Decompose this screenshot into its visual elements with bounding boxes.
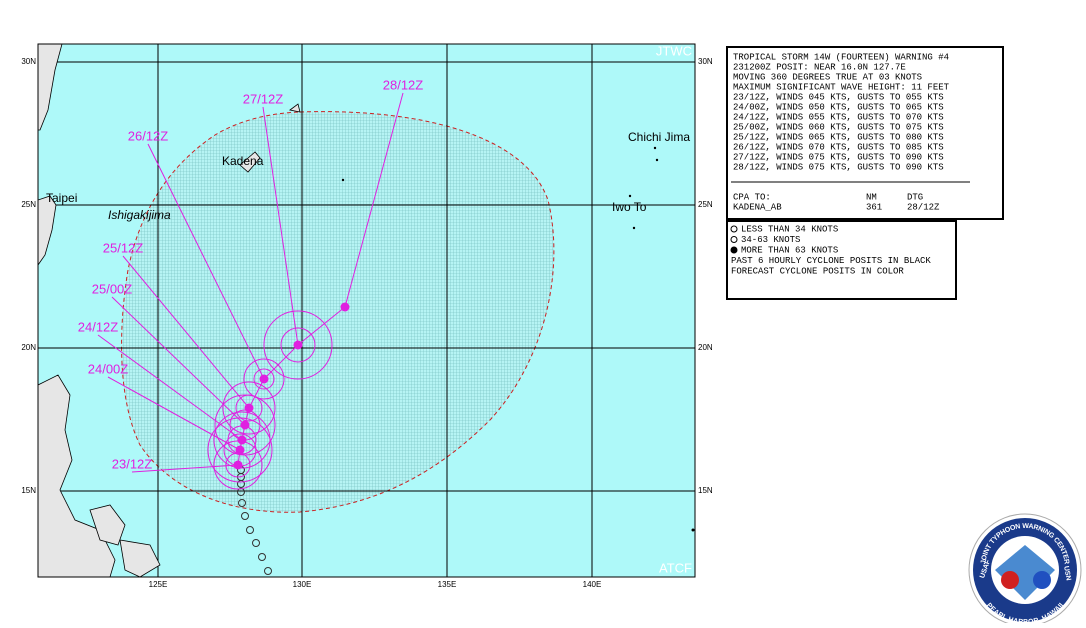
forecast-label: 28/12Z (383, 77, 424, 92)
warning-line: 24/12Z, WINDS 055 KTS, GUSTS TO 070 KTS (733, 112, 944, 122)
wind-radius (263, 310, 333, 380)
lon-label: 135E (438, 580, 457, 589)
leader (262, 106, 299, 346)
warning-line: 27/12Z, WINDS 075 KTS, GUSTS TO 090 KTS (733, 152, 944, 162)
wind-radius (222, 381, 276, 435)
leader (111, 296, 246, 426)
warning-line: TROPICAL STORM 14W (FOURTEEN) WARNING #4 (733, 52, 949, 62)
lat-label: 15N (21, 486, 36, 495)
seal-right: USN (1062, 565, 1071, 581)
place-name: Kadena (222, 154, 264, 168)
wind-radius (243, 358, 285, 400)
wind-radius (225, 452, 251, 478)
place-name: Taipei (46, 191, 77, 205)
forecast-label: 24/12Z (78, 319, 119, 334)
lat-label: 25N (698, 200, 713, 209)
warning-line: MOVING 360 DEGREES TRUE AT 03 KNOTS (733, 72, 922, 82)
legend-line: FORECAST CYCLONE POSITS IN COLOR (731, 266, 904, 276)
lon-label: 125E (149, 580, 168, 589)
cpa-header: CPA TO: (733, 192, 771, 202)
place-name: Ishigakijima (108, 208, 171, 222)
warning-line: 24/00Z, WINDS 050 KTS, GUSTS TO 065 KTS (733, 102, 944, 112)
cpa-value: 361 (866, 202, 882, 212)
warning-line: 28/12Z, WINDS 075 KTS, GUSTS TO 090 KTS (733, 162, 944, 172)
leader (107, 376, 241, 451)
map: JTWC ATCF (38, 43, 695, 577)
lon-label: 130E (293, 580, 312, 589)
land (38, 44, 301, 577)
place-name: Iwo To (612, 200, 647, 214)
wind-radius (207, 417, 273, 483)
legend-line: PAST 6 HOURLY CYCLONE POSITS IN BLACK (731, 256, 931, 266)
storm-symbol (233, 460, 243, 470)
warning-line: 26/12Z, WINDS 070 KTS, GUSTS TO 085 KTS (733, 142, 944, 152)
lat-label: 25N (21, 200, 36, 209)
forecast-track (97, 92, 404, 490)
warning-line: 231200Z POSIT: NEAR 16.0N 127.7E (733, 62, 906, 72)
lon-label: 140E (583, 580, 602, 589)
cpa-header: NM (866, 192, 877, 202)
lat-label: 20N (698, 343, 713, 352)
storm-symbol (259, 374, 269, 384)
leader (122, 255, 250, 409)
forecast-label: 25/00Z (92, 281, 133, 296)
agency-top: JTWC (656, 43, 692, 58)
legend-box (726, 220, 957, 300)
storm-symbol (340, 302, 350, 312)
agency-bottom: ATCF (659, 560, 692, 575)
wind-radius (280, 327, 316, 363)
lat-label: 15N (698, 486, 713, 495)
forecast-label: 25/12Z (103, 240, 144, 255)
wind-radius (213, 440, 263, 490)
warning-line: 25/12Z, WINDS 065 KTS, GUSTS TO 080 KTS (733, 132, 944, 142)
warning-line: 23/12Z, WINDS 045 KTS, GUSTS TO 055 KTS (733, 92, 944, 102)
warning-line: MAXIMUM SIGNIFICANT WAVE HEIGHT: 11 FEET (733, 82, 950, 92)
storm-symbol (237, 435, 247, 445)
lat-label: 30N (698, 57, 713, 66)
storm-symbol (293, 340, 303, 350)
grid-lines (38, 44, 695, 577)
storm-symbol (235, 445, 245, 455)
legend-line: 34-63 KNOTS (741, 235, 800, 245)
leader (344, 92, 404, 308)
forecast-label: 26/12Z (128, 128, 169, 143)
seal: JOINT TYPHOON WARNING CENTER PEARL HARBO… (968, 513, 1082, 627)
legend-line: MORE THAN 63 KNOTS (741, 245, 838, 255)
leader (147, 143, 265, 380)
map-labels: 30N 30N 25N 25N 20N 20N 15N 15N 125E 130E 135E 140E… (21, 57, 713, 589)
cpa-value: KADENA_AB (733, 202, 782, 212)
legend-symbol (730, 246, 738, 254)
forecast-label: 23/12Z (112, 456, 153, 471)
legend-line: LESS THAN 34 KNOTS (741, 224, 838, 234)
islands (341, 146, 695, 532)
forecast-label: 24/00Z (88, 361, 129, 376)
wind-radius (253, 368, 275, 390)
warning-box (726, 46, 1004, 220)
map-frame (37, 43, 696, 578)
place-name: Chichi Jima (628, 130, 690, 144)
legend-symbol (730, 236, 738, 243)
legend-symbol (730, 225, 738, 233)
lat-label: 30N (21, 57, 36, 66)
forecast-label: 27/12Z (243, 91, 284, 106)
leader (97, 334, 243, 441)
cpa-value: 28/12Z (907, 202, 940, 212)
leader (131, 464, 239, 473)
warning-line: 25/00Z, WINDS 060 KTS, GUSTS TO 075 KTS (733, 122, 944, 132)
danger-area (121, 111, 555, 513)
lat-label: 20N (21, 343, 36, 352)
text-boxes: TROPICAL STORM 14W (FOURTEEN) WARNING #4… (730, 52, 950, 276)
cpa-header: DTG (907, 192, 923, 202)
